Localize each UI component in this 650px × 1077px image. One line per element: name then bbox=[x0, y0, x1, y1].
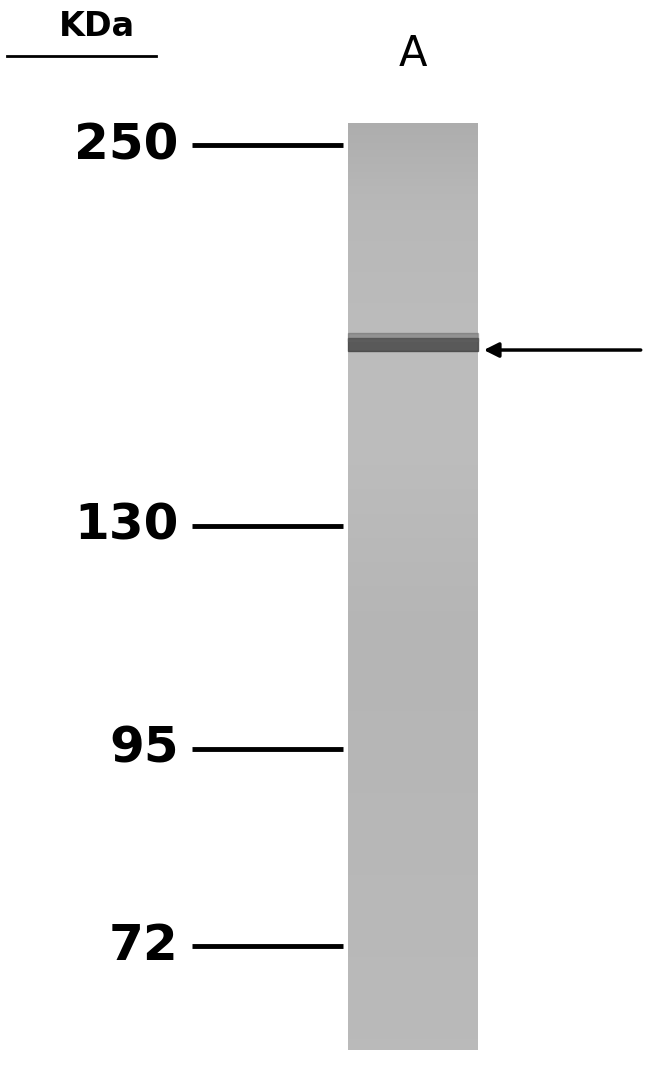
Text: 95: 95 bbox=[109, 725, 179, 772]
Text: 250: 250 bbox=[74, 122, 179, 169]
Text: A: A bbox=[398, 33, 427, 75]
Bar bbox=[348, 338, 478, 351]
Bar bbox=[348, 333, 478, 340]
Text: 130: 130 bbox=[74, 502, 179, 549]
Text: 72: 72 bbox=[109, 922, 179, 969]
Text: KDa: KDa bbox=[58, 10, 135, 43]
